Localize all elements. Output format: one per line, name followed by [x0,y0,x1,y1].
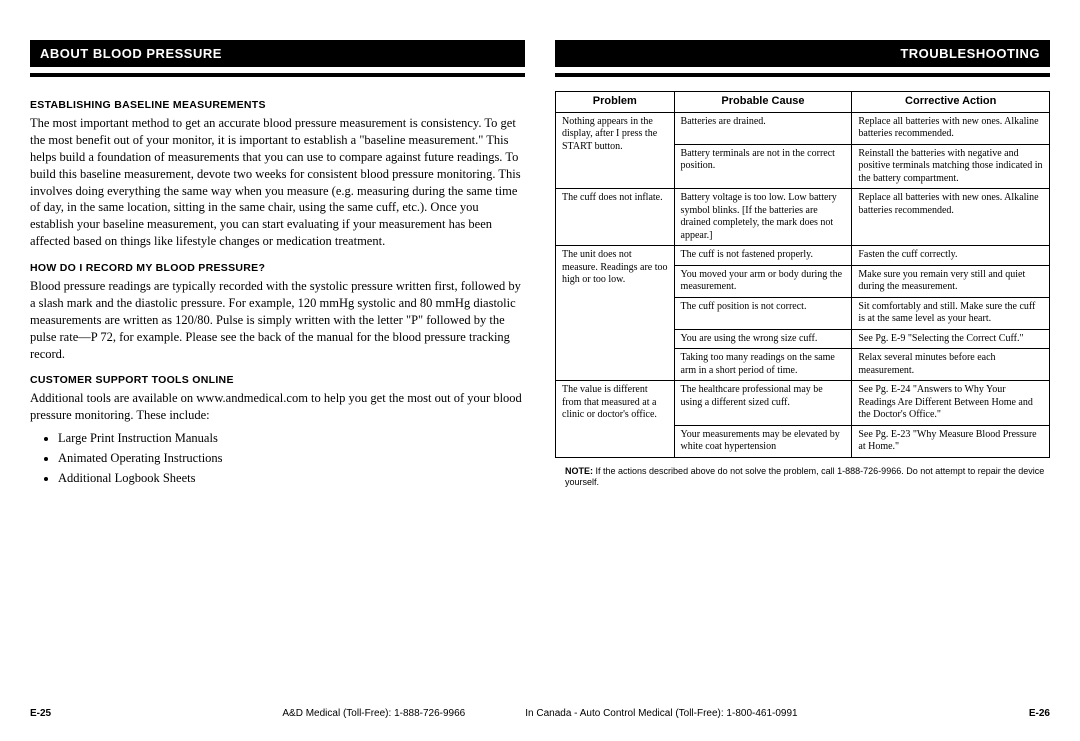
subhead-record: HOW DO I RECORD MY BLOOD PRESSURE? [30,262,525,274]
cell-action: Fasten the cuff correctly. [852,246,1050,266]
body-baseline: The most important method to get an accu… [30,115,525,250]
cell-problem: Nothing appears in the display, after I … [556,112,675,189]
page-spread: ABOUT BLOOD PRESSURE ESTABLISHING BASELI… [30,40,1050,680]
footer: E-25 A&D Medical (Toll-Free): 1-888-726-… [30,708,1050,719]
cell-action: See Pg. E-9 "Selecting the Correct Cuff.… [852,329,1050,349]
col-cause: Probable Cause [674,92,852,113]
table-row: The cuff does not inflate.Battery voltag… [556,189,1050,246]
cell-cause: Battery voltage is too low. Low battery … [674,189,852,246]
cell-action: Relax several minutes before each measur… [852,349,1050,381]
table-row: The value is different from that measure… [556,381,1050,426]
cell-cause: Battery terminals are not in the correct… [674,144,852,189]
cell-problem: The unit does not measure. Readings are … [556,246,675,381]
cell-action: Reinstall the batteries with negative an… [852,144,1050,189]
cell-cause: Your measurements may be elevated by whi… [674,425,852,457]
footer-center: A&D Medical (Toll-Free): 1-888-726-9966 … [51,708,1029,719]
cell-cause: You moved your arm or body during the me… [674,265,852,297]
right-page: TROUBLESHOOTING Problem Probable Cause C… [555,40,1050,680]
cell-action: Replace all batteries with new ones. Alk… [852,189,1050,246]
cell-problem: The value is different from that measure… [556,381,675,458]
page-num-right: E-26 [1029,708,1050,719]
note: NOTE: If the actions described above do … [555,466,1050,489]
cell-cause: The healthcare professional may be using… [674,381,852,426]
body-record: Blood pressure readings are typically re… [30,278,525,362]
cell-action: Sit comfortably and still. Make sure the… [852,297,1050,329]
table-row: The unit does not measure. Readings are … [556,246,1050,266]
col-action: Corrective Action [852,92,1050,113]
body-support: Additional tools are available on www.an… [30,390,525,424]
page-num-left: E-25 [30,708,51,719]
note-label: NOTE: [565,466,593,476]
footer-phone-us: A&D Medical (Toll-Free): 1-888-726-9966 [282,708,465,719]
subhead-support: CUSTOMER SUPPORT TOOLS ONLINE [30,374,525,386]
cell-action: See Pg. E-24 "Answers to Why Your Readin… [852,381,1050,426]
left-page: ABOUT BLOOD PRESSURE ESTABLISHING BASELI… [30,40,525,680]
subhead-baseline: ESTABLISHING BASELINE MEASUREMENTS [30,99,525,111]
right-content: Problem Probable Cause Corrective Action… [555,77,1050,489]
cell-cause: Batteries are drained. [674,112,852,144]
footer-phone-ca: In Canada - Auto Control Medical (Toll-F… [525,708,797,719]
cell-cause: The cuff position is not correct. [674,297,852,329]
troubleshooting-table: Problem Probable Cause Corrective Action… [555,91,1050,458]
list-item: Animated Operating Instructions [58,450,525,467]
cell-problem: The cuff does not inflate. [556,189,675,246]
support-list: Large Print Instruction Manuals Animated… [30,430,525,487]
list-item: Large Print Instruction Manuals [58,430,525,447]
cell-cause: Taking too many readings on the same arm… [674,349,852,381]
col-problem: Problem [556,92,675,113]
note-body: If the actions described above do not so… [565,466,1044,488]
left-header: ABOUT BLOOD PRESSURE [30,40,525,67]
left-content: ESTABLISHING BASELINE MEASUREMENTS The m… [30,77,525,490]
table-row: Nothing appears in the display, after I … [556,112,1050,144]
cell-action: Replace all batteries with new ones. Alk… [852,112,1050,144]
list-item: Additional Logbook Sheets [58,470,525,487]
cell-cause: The cuff is not fastened properly. [674,246,852,266]
cell-cause: You are using the wrong size cuff. [674,329,852,349]
cell-action: Make sure you remain very still and quie… [852,265,1050,297]
right-header: TROUBLESHOOTING [555,40,1050,67]
cell-action: See Pg. E-23 "Why Measure Blood Pressure… [852,425,1050,457]
